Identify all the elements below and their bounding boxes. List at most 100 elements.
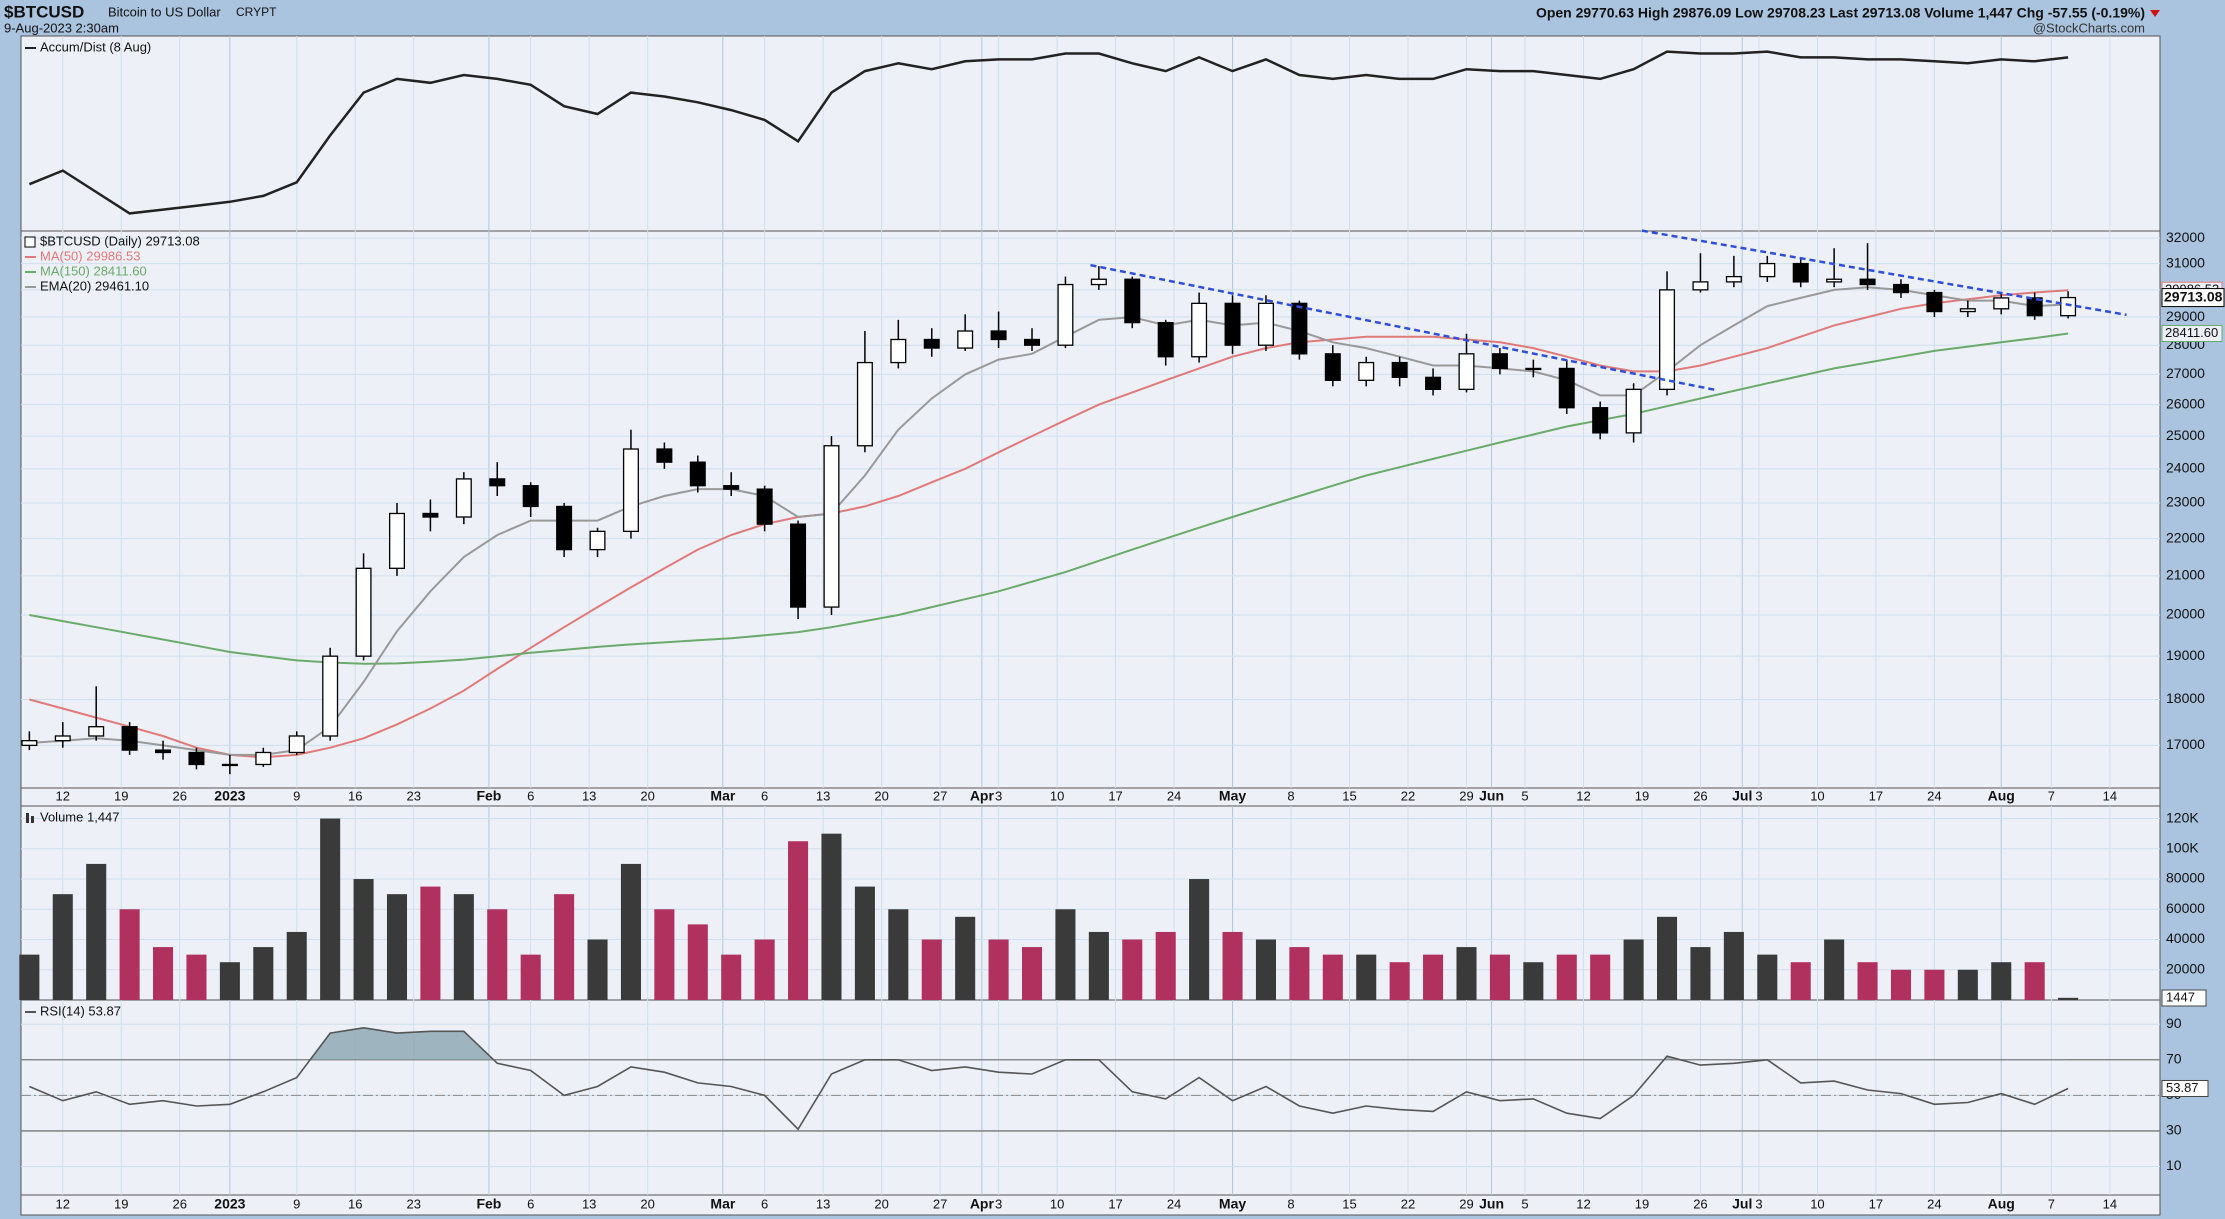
y-tick-label: 70	[2166, 1050, 2182, 1066]
candle-body	[556, 505, 573, 551]
candle-body	[689, 461, 706, 487]
volume-bar	[520, 954, 541, 1000]
y-tick-label: 90	[2166, 1015, 2182, 1031]
y-tick-label: 25000	[2166, 427, 2205, 443]
candle-body	[1859, 278, 1876, 286]
y-tick-label: 18000	[2166, 690, 2205, 706]
y-tick-label: 27000	[2166, 365, 2205, 381]
volume-bar	[286, 931, 307, 1000]
y-tick-label: 120K	[2166, 809, 2199, 825]
x-tick-label: 12	[1576, 788, 1590, 803]
symbol-name: Bitcoin to US Dollar	[108, 4, 221, 19]
volume-bar	[1790, 962, 1811, 1000]
volume-bar	[955, 916, 976, 1000]
candle-body	[255, 751, 272, 766]
last-price-tag	[2161, 288, 2225, 308]
x-tick-label: Aug	[1988, 1196, 2015, 1212]
x-tick-label: Mar	[710, 1196, 735, 1212]
x-tick-label: 9	[293, 1196, 300, 1211]
x-tick-label: 10	[1810, 788, 1824, 803]
volume-bar	[620, 863, 641, 1000]
volume-bar	[1757, 954, 1778, 1000]
candle-body	[1324, 353, 1341, 381]
x-tick-label: 19	[114, 1196, 128, 1211]
date-row	[20, 787, 2161, 807]
x-tick-label: 3	[995, 788, 1002, 803]
x-tick-label: Apr	[970, 788, 995, 804]
x-tick-label: 27	[933, 1196, 947, 1211]
x-tick-label: 3	[1755, 788, 1762, 803]
y-tick-label: 40000	[2166, 930, 2205, 946]
volume-bar	[1857, 962, 1878, 1000]
volume-bar	[1924, 969, 1945, 1000]
candle-body	[1725, 275, 1742, 283]
candle-body	[388, 512, 405, 569]
x-tick-label: 23	[406, 788, 420, 803]
volume-bar	[1657, 916, 1678, 1000]
volume-bar	[320, 818, 341, 1000]
candle-body	[1425, 376, 1442, 391]
exchange: CRYPT	[236, 5, 277, 19]
rsi-tag-label: 53.87	[2166, 1080, 2199, 1095]
trendline	[1641, 229, 2127, 317]
volume-bar	[854, 886, 875, 1000]
x-tick-label: 3	[1755, 1196, 1762, 1211]
candle-body	[656, 448, 673, 463]
x-tick-label: Jun	[1479, 788, 1504, 804]
candle-body	[756, 488, 773, 525]
x-tick-label: 8	[1287, 788, 1294, 803]
volume-bar	[420, 886, 441, 1000]
x-tick-label: 24	[1167, 788, 1181, 803]
volume-bar	[219, 962, 240, 1000]
volume-bar	[1623, 939, 1644, 1000]
x-tick-label: Jun	[1479, 1196, 1504, 1212]
volume-bar	[1456, 947, 1477, 1000]
volume-bar	[119, 909, 140, 1000]
y-tick-label: 10	[2166, 1157, 2182, 1173]
candle-body	[1257, 302, 1274, 346]
candle-body	[1558, 367, 1575, 409]
x-tick-label: 6	[761, 1196, 768, 1211]
x-tick-label: 20	[874, 1196, 888, 1211]
x-tick-label: 29	[1459, 1196, 1473, 1211]
x-tick-label: Aug	[1988, 788, 2015, 804]
volume-bar	[253, 947, 274, 1000]
candle-body	[1525, 367, 1542, 371]
rsi-overbought-fill	[29, 1027, 2069, 1060]
volume-tag-label: 1447	[2166, 989, 2195, 1004]
y-tick-label: 23000	[2166, 494, 2205, 510]
panel-ad	[20, 35, 2161, 232]
x-tick-label: 29	[1459, 788, 1473, 803]
value-tag	[2161, 324, 2223, 342]
volume-bar	[687, 924, 708, 1000]
candle-body	[1959, 308, 1976, 313]
x-tick-label: 19	[114, 788, 128, 803]
candle-body	[1926, 291, 1943, 313]
y-tick-label: 100K	[2166, 839, 2199, 855]
candle-body	[1224, 302, 1241, 346]
chart-date: 9-Aug-2023 2:30am	[4, 20, 119, 35]
x-tick-label: 8	[1287, 1196, 1294, 1211]
volume-bar	[821, 833, 842, 1000]
volume-bar	[1991, 962, 2012, 1000]
x-tick-label: 26	[173, 1196, 187, 1211]
candle-body	[455, 478, 472, 518]
y-tick-label: 17000	[2166, 736, 2205, 752]
volume-bar	[1055, 909, 1076, 1000]
candle-body	[1625, 388, 1642, 434]
rsi-line	[29, 1026, 2069, 1131]
last-price-label: 29713.08	[2164, 288, 2223, 304]
candle-body	[2026, 297, 2043, 317]
volume-bar	[386, 894, 408, 1000]
candle-body	[1057, 283, 1074, 346]
panel-rsi	[20, 999, 2161, 1196]
volume-bar	[1824, 939, 1845, 1000]
y-tick-label: 20000	[2166, 960, 2205, 976]
candle-body	[923, 338, 940, 349]
legend-label: MA(150) 28411.60	[40, 263, 147, 278]
candle-body	[1826, 278, 1843, 283]
x-tick-label: 10	[1810, 1196, 1824, 1211]
x-tick-label: 17	[1869, 788, 1883, 803]
candle-body	[1491, 353, 1508, 370]
panel-price	[20, 230, 2161, 789]
